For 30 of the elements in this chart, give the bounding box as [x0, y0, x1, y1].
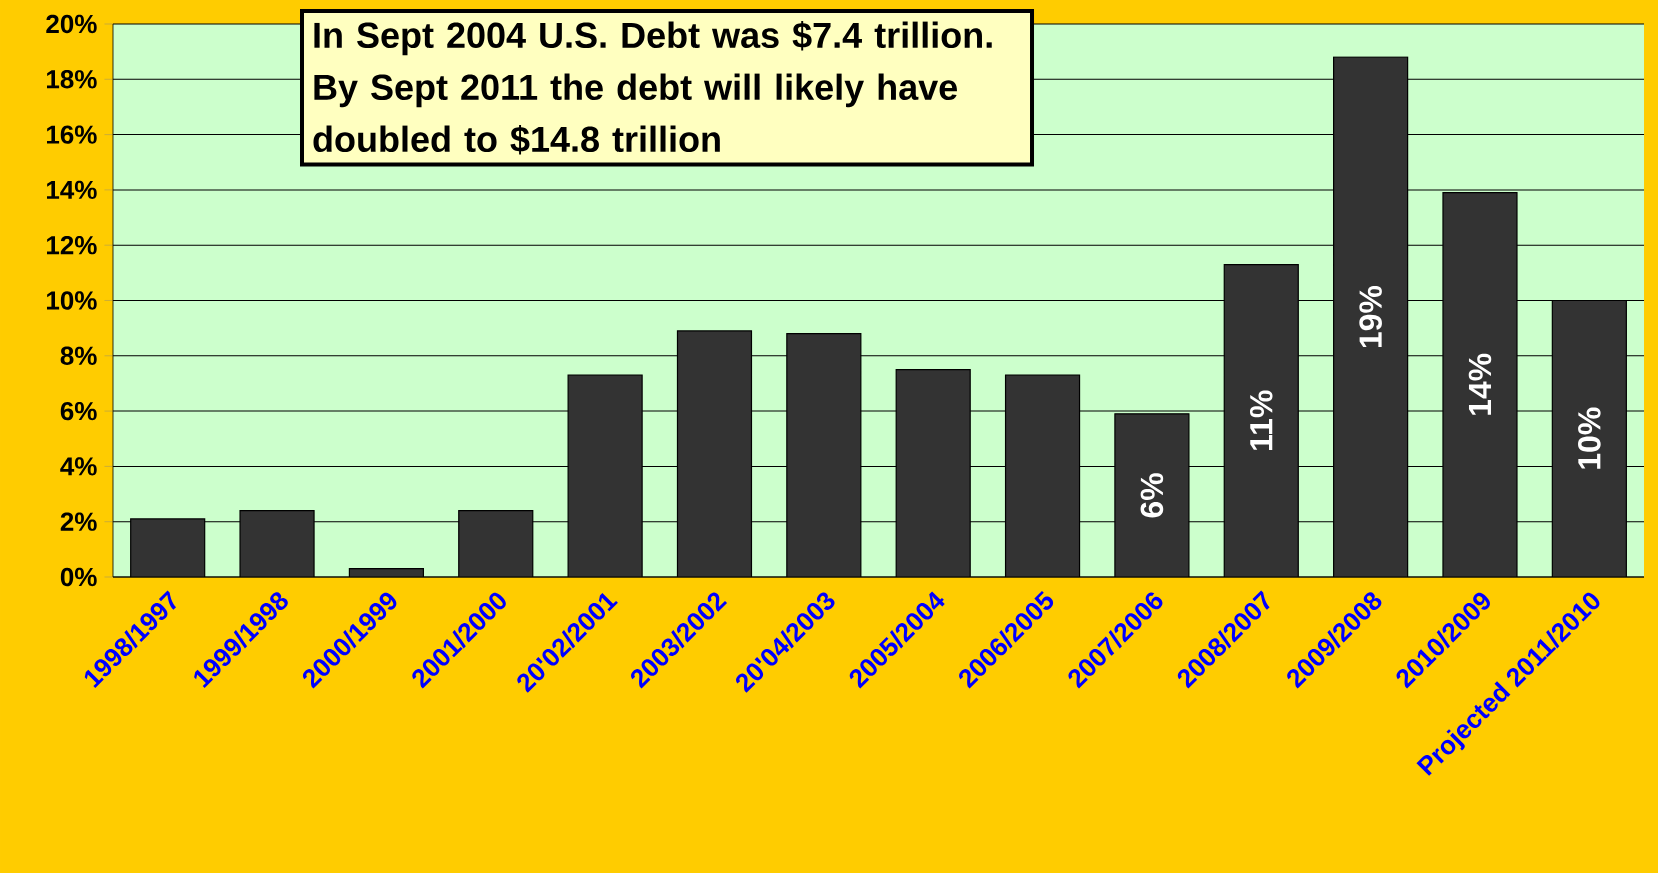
y-tick-label: 6% — [60, 401, 97, 421]
y-tick-label: 18% — [47, 70, 97, 89]
bar — [676, 330, 753, 577]
bar — [895, 369, 971, 577]
y-tick-label: 14% — [47, 180, 97, 200]
data-label: 11% — [1250, 390, 1273, 450]
bar — [567, 374, 643, 577]
bar — [1551, 299, 1627, 577]
y-tick-label: 10% — [47, 291, 97, 310]
bar — [458, 510, 534, 577]
y-tick-label: 16% — [47, 125, 97, 144]
data-label: 6% — [1140, 473, 1164, 518]
y-tick-label: 2% — [60, 512, 97, 531]
bar — [1333, 56, 1409, 577]
data-label: 19% — [1359, 285, 1382, 348]
y-tick-label: 12% — [47, 236, 97, 255]
y-tick-label: 8% — [60, 346, 97, 365]
bar — [1223, 263, 1299, 577]
bar — [130, 518, 206, 577]
data-label: 10% — [1578, 407, 1601, 469]
y-tick-label: 4% — [60, 457, 97, 476]
bar — [1442, 192, 1518, 577]
annotation: In Sept 2004 U.S. Debt was $7.4 trillion. By Sept 2011 the debt will likely have doubled to $14.8 trillion — [313, 20, 992, 155]
bar — [1004, 374, 1081, 577]
data-label: 14% — [1468, 353, 1492, 415]
bar — [786, 333, 862, 577]
bar — [239, 510, 315, 577]
bar — [1114, 413, 1190, 577]
y-tick-label: 20% — [46, 14, 97, 34]
y-tick-label: 0% — [60, 567, 97, 587]
